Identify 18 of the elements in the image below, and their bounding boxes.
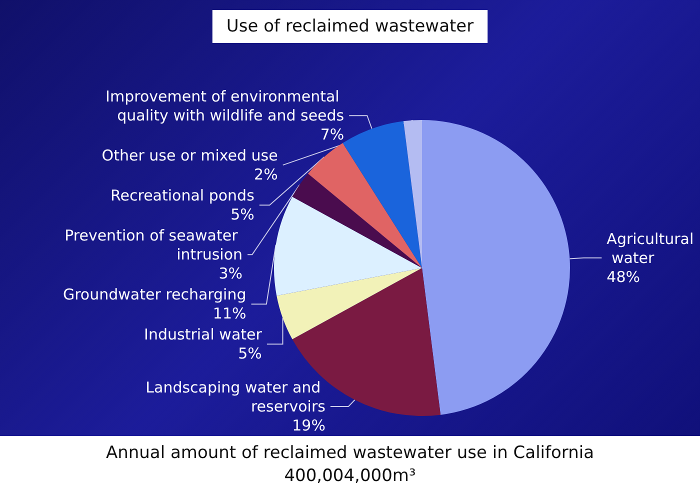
slice-label: Industrial water	[144, 326, 263, 344]
slice-label: Prevention of seawater intrusion	[64, 226, 243, 264]
slice-label: Landscaping water and reservoirs	[146, 378, 326, 416]
slice-label: Improvement of environmental quality with wildlife and seeds	[106, 88, 344, 125]
slice-label: Other use or mixed use	[102, 146, 278, 165]
data-label: 7%	[320, 126, 344, 144]
data-label: 3%	[218, 264, 243, 283]
data-label: 2%	[254, 166, 278, 184]
slice-label: Agricultural water	[606, 230, 694, 267]
text: Annual amount of reclaimed wastewater use in California 400,004,000m³	[104, 442, 596, 488]
slice-label: Groundwater recharging	[62, 286, 246, 304]
data-label: 48%	[606, 268, 640, 286]
data-label: 5%	[230, 206, 254, 224]
data-label: 11%	[212, 304, 246, 323]
data-label: 19%	[292, 416, 326, 434]
data-label: 5%	[238, 344, 262, 363]
slice-label: Recreational ponds	[110, 186, 255, 205]
chart-title: Use of reclaimed wastewater	[226, 16, 474, 36]
